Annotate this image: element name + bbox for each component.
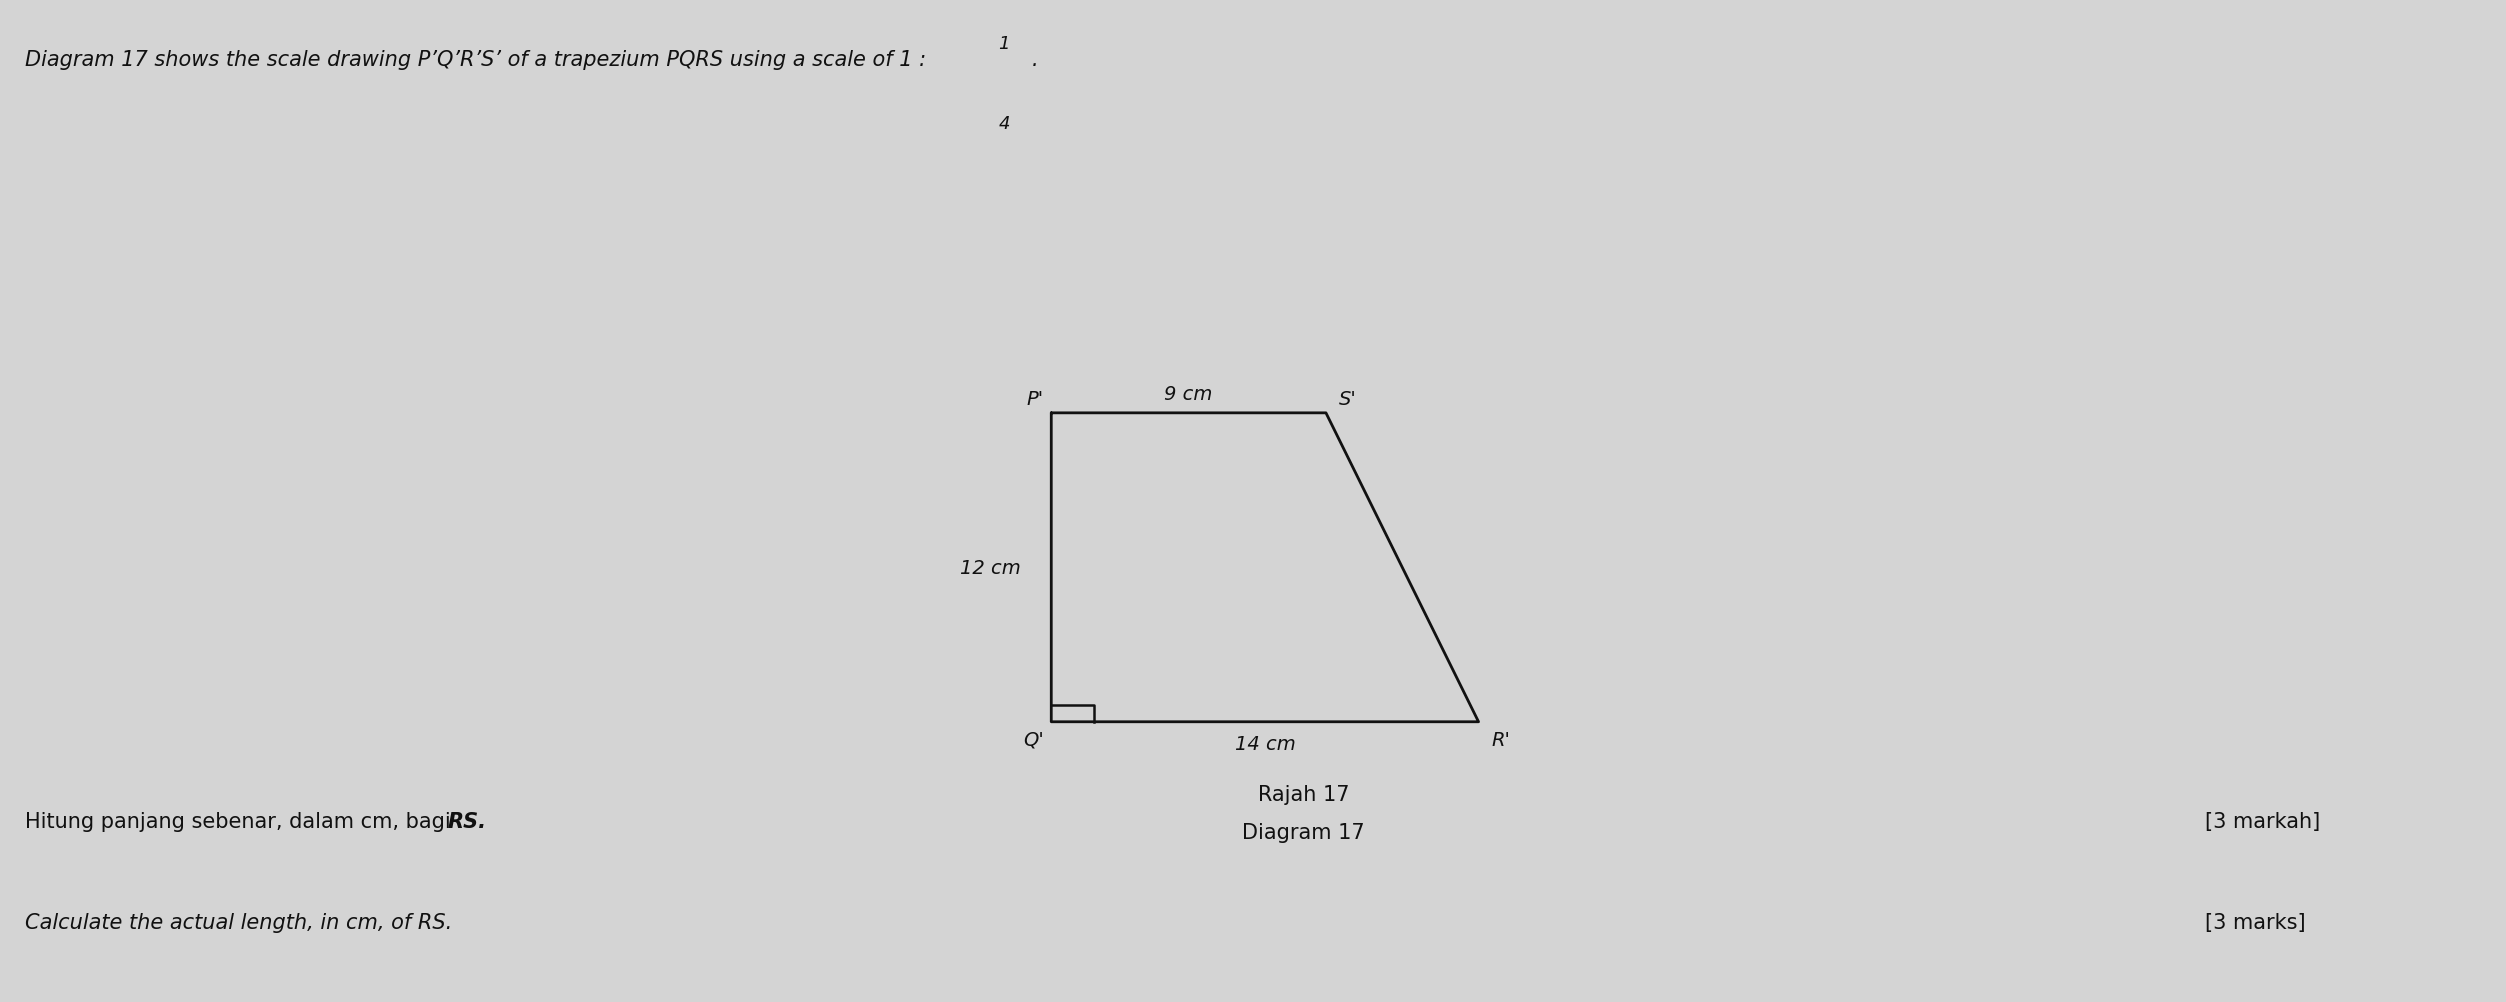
Text: Q': Q' bbox=[1022, 730, 1042, 749]
Text: Calculate the actual length, in cm, of RS.: Calculate the actual length, in cm, of R… bbox=[25, 912, 451, 932]
Text: R': R' bbox=[1491, 730, 1511, 749]
Text: Diagram 17: Diagram 17 bbox=[1243, 823, 1366, 843]
Text: [3 marks]: [3 marks] bbox=[2205, 912, 2306, 932]
Text: S': S' bbox=[1338, 390, 1356, 409]
Text: 9 cm: 9 cm bbox=[1165, 385, 1213, 404]
Text: RS.: RS. bbox=[449, 812, 486, 832]
Text: 1: 1 bbox=[997, 35, 1010, 53]
Text: .: . bbox=[1032, 50, 1037, 70]
Text: [3 markah]: [3 markah] bbox=[2205, 812, 2321, 832]
Text: P': P' bbox=[1027, 390, 1042, 409]
Text: Hitung panjang sebenar, dalam cm, bagi: Hitung panjang sebenar, dalam cm, bagi bbox=[25, 812, 459, 832]
Text: 12 cm: 12 cm bbox=[960, 558, 1020, 577]
Text: 14 cm: 14 cm bbox=[1235, 734, 1296, 754]
Text: Rajah 17: Rajah 17 bbox=[1258, 784, 1351, 804]
Text: Diagram 17 shows the scale drawing P’Q’R’S’ of a trapezium PQRS using a scale of: Diagram 17 shows the scale drawing P’Q’R… bbox=[25, 50, 932, 70]
Text: 4: 4 bbox=[997, 115, 1010, 133]
